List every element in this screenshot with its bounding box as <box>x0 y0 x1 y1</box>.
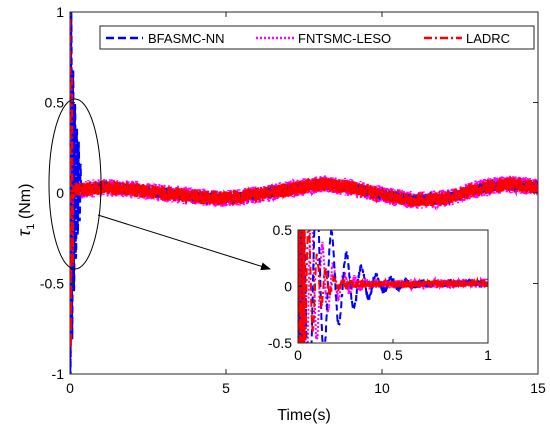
inset-series-group <box>298 230 488 343</box>
inset-axis-ticks: 0 0.5 10.50-0.5 <box>268 222 492 363</box>
series-ladrc-line <box>70 12 538 349</box>
y-axis-label-subscript: 1 <box>25 224 37 230</box>
legend-label-bfasmc: BFASMC-NN <box>148 31 225 46</box>
zoom-arrow <box>97 214 271 271</box>
x-tick-label: 0 <box>66 380 74 396</box>
y-axis-label-unit: (Nm) <box>17 184 34 224</box>
legend: BFASMC-NN FNTSMC-LESO LADRC <box>99 25 535 50</box>
x-tick-label: 10 <box>374 380 390 396</box>
y-tick-label: 0 <box>56 185 64 201</box>
y-tick-label: 1 <box>56 4 64 20</box>
y-axis-label-symbol: τ <box>14 228 34 236</box>
y-axis-label: τ1 (Nm) <box>14 184 37 237</box>
legend-label-ladrc: LADRC <box>466 31 510 46</box>
legend-label-fntsmc: FNTSMC-LESO <box>298 31 391 46</box>
y-tick-label: -0.5 <box>40 276 64 292</box>
main-series-group <box>70 12 538 374</box>
inset-x-tick-label: 1 <box>484 347 492 363</box>
y-tick-label: -1 <box>52 366 65 382</box>
inset-y-tick-label: 0.5 <box>273 222 293 238</box>
zoom-ellipse <box>48 98 102 270</box>
inset-x-tick-label: 0 <box>294 347 302 363</box>
legend-box <box>99 25 535 50</box>
inset-y-tick-label: -0.5 <box>268 335 292 351</box>
inset-x-tick-label: 0.5 <box>383 347 403 363</box>
x-axis-label: Time(s) <box>277 407 331 424</box>
y-tick-label: 0.5 <box>45 95 65 111</box>
inset-y-tick-label: 0 <box>284 279 292 295</box>
x-tick-label: 15 <box>530 380 546 396</box>
inset-series-ladrc-line <box>298 230 488 343</box>
x-tick-label: 5 <box>222 380 230 396</box>
